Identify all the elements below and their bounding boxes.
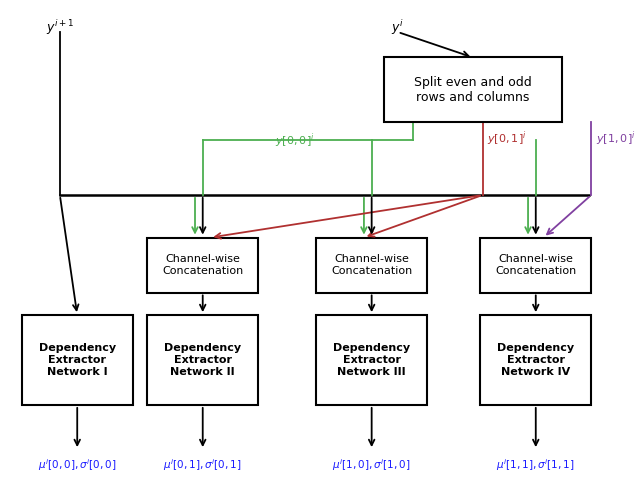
Text: $y[0,1]^i$: $y[0,1]^i$	[488, 129, 527, 148]
Text: $\mu^i[1,0], \sigma^i[1,0]$: $\mu^i[1,0], \sigma^i[1,0]$	[332, 457, 411, 473]
Text: $y^{i+1}$: $y^{i+1}$	[45, 18, 74, 37]
Bar	[147, 238, 258, 293]
Text: Channel-wise
Concatenation: Channel-wise Concatenation	[331, 254, 412, 276]
Text: Dependency
Extractor
Network II: Dependency Extractor Network II	[164, 344, 241, 377]
Text: $y[0,0]^i$: $y[0,0]^i$	[275, 131, 315, 150]
Bar	[147, 315, 258, 405]
Text: Channel-wise
Concatenation: Channel-wise Concatenation	[495, 254, 577, 276]
Text: $\mu^i[1,1], \sigma^i[1,1]$: $\mu^i[1,1], \sigma^i[1,1]$	[497, 457, 575, 473]
Text: Split even and odd
rows and columns: Split even and odd rows and columns	[414, 76, 532, 104]
Text: Dependency
Extractor
Network III: Dependency Extractor Network III	[333, 344, 410, 377]
Text: $\mu^i[0,0], \sigma^i[0,0]$: $\mu^i[0,0], \sigma^i[0,0]$	[38, 457, 116, 473]
Bar	[316, 315, 427, 405]
Bar	[480, 315, 591, 405]
Bar	[316, 238, 427, 293]
Text: Channel-wise
Concatenation: Channel-wise Concatenation	[162, 254, 243, 276]
Bar	[384, 57, 563, 122]
Text: $\mu^i[0,1], \sigma^i[0,1]$: $\mu^i[0,1], \sigma^i[0,1]$	[163, 457, 242, 473]
Text: Dependency
Extractor
Network IV: Dependency Extractor Network IV	[497, 344, 574, 377]
Bar	[480, 238, 591, 293]
Text: $y^i$: $y^i$	[392, 18, 404, 37]
Text: Dependency
Extractor
Network I: Dependency Extractor Network I	[38, 344, 116, 377]
Bar	[22, 315, 132, 405]
Text: $y[1,0]^i$: $y[1,0]^i$	[596, 129, 636, 148]
